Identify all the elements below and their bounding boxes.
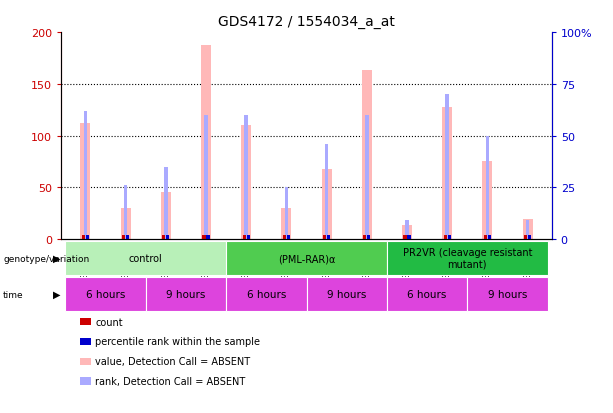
- Text: 9 hours: 9 hours: [166, 290, 205, 299]
- Bar: [83, 112, 87, 240]
- Bar: [283, 235, 286, 240]
- Bar: [482, 162, 492, 240]
- Text: percentile rank within the sample: percentile rank within the sample: [95, 337, 260, 347]
- Text: control: control: [129, 254, 162, 263]
- Bar: [484, 235, 487, 240]
- Bar: [287, 235, 290, 240]
- Bar: [325, 145, 329, 240]
- Bar: [82, 235, 85, 240]
- Bar: [367, 235, 370, 240]
- Text: count: count: [95, 317, 123, 327]
- Bar: [447, 235, 451, 240]
- Bar: [362, 71, 372, 240]
- Text: 6 hours: 6 hours: [408, 290, 447, 299]
- Text: value, Detection Call = ABSENT: value, Detection Call = ABSENT: [95, 356, 250, 366]
- Bar: [207, 235, 210, 240]
- Bar: [121, 209, 131, 240]
- Bar: [444, 235, 447, 240]
- Bar: [407, 235, 411, 240]
- Bar: [161, 192, 171, 240]
- Text: PR2VR (cleavage resistant
mutant): PR2VR (cleavage resistant mutant): [403, 248, 532, 269]
- Bar: [327, 235, 330, 240]
- Text: 9 hours: 9 hours: [327, 290, 367, 299]
- Bar: [403, 235, 406, 240]
- Bar: [528, 235, 531, 240]
- Bar: [485, 136, 489, 240]
- Text: rank, Detection Call = ABSENT: rank, Detection Call = ABSENT: [95, 376, 245, 386]
- Bar: [405, 221, 409, 240]
- Text: (PML-RAR)α: (PML-RAR)α: [278, 254, 335, 263]
- Bar: [243, 235, 246, 240]
- Text: ▶: ▶: [53, 254, 60, 263]
- Bar: [201, 45, 211, 240]
- Bar: [124, 186, 128, 240]
- Bar: [202, 235, 206, 240]
- Text: 6 hours: 6 hours: [246, 290, 286, 299]
- Bar: [322, 169, 332, 240]
- Bar: [122, 235, 125, 240]
- Bar: [442, 107, 452, 240]
- Bar: [323, 235, 326, 240]
- Bar: [364, 235, 367, 240]
- Bar: [402, 225, 412, 240]
- Text: time: time: [3, 290, 24, 299]
- Bar: [246, 235, 249, 240]
- Bar: [284, 188, 288, 240]
- Title: GDS4172 / 1554034_a_at: GDS4172 / 1554034_a_at: [218, 15, 395, 29]
- Bar: [446, 95, 449, 240]
- Bar: [281, 209, 291, 240]
- Bar: [86, 235, 89, 240]
- Bar: [365, 116, 368, 240]
- Text: ▶: ▶: [53, 290, 60, 299]
- Bar: [166, 235, 169, 240]
- Bar: [241, 126, 251, 240]
- Text: genotype/variation: genotype/variation: [3, 254, 89, 263]
- Bar: [164, 167, 167, 240]
- Bar: [488, 235, 491, 240]
- Text: 9 hours: 9 hours: [488, 290, 527, 299]
- Text: 6 hours: 6 hours: [86, 290, 125, 299]
- Bar: [126, 235, 129, 240]
- Bar: [204, 116, 208, 240]
- Bar: [524, 235, 527, 240]
- Bar: [522, 220, 533, 240]
- Bar: [80, 124, 91, 240]
- Bar: [245, 116, 248, 240]
- Bar: [526, 221, 530, 240]
- Bar: [162, 235, 166, 240]
